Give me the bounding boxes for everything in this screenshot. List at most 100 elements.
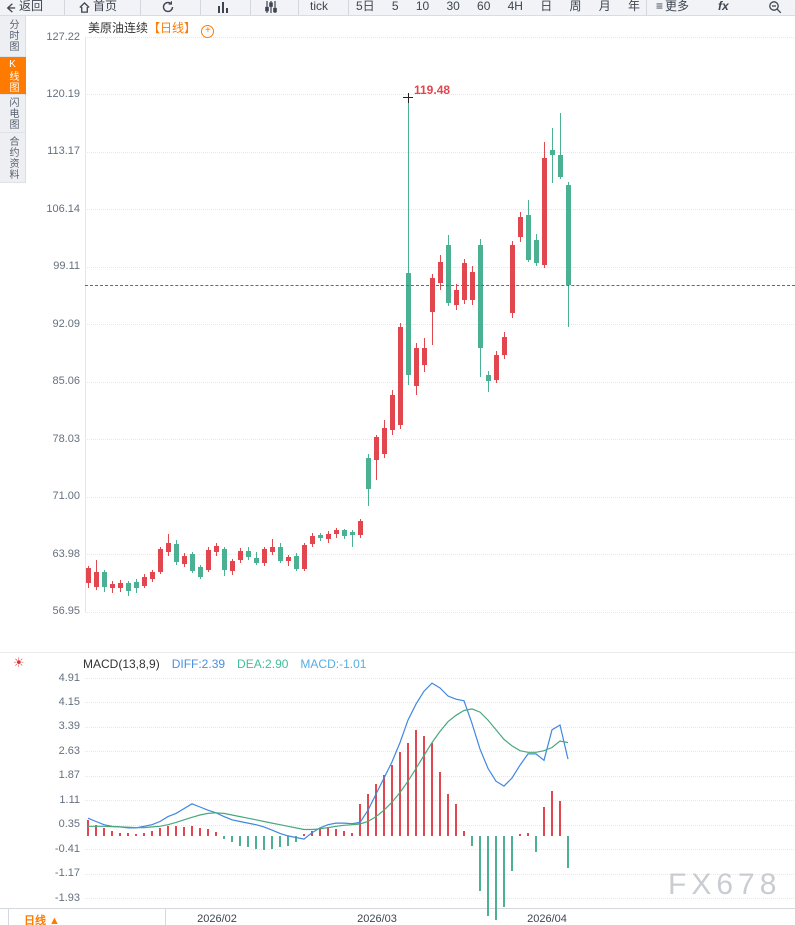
candle-body <box>453 289 459 305</box>
price-axis-label: 113.17 <box>47 145 80 158</box>
period-button-60[interactable]: 60 <box>477 0 491 13</box>
candle-body <box>405 272 411 375</box>
candle-body <box>373 437 379 460</box>
candle-body <box>509 244 515 313</box>
sidebar-item-label: K线图 <box>7 58 18 93</box>
sidebar-item-time-chart[interactable]: 分时图 <box>0 15 26 57</box>
candle-wick <box>559 113 561 180</box>
highest-price-annotation: 119.48 <box>414 83 451 98</box>
candle-body <box>285 557 291 562</box>
high-cross-marker <box>407 92 409 103</box>
candle-body <box>221 549 227 571</box>
macd-histogram-bar <box>103 827 105 836</box>
period-button-5日[interactable]: 5日 <box>356 0 375 13</box>
macd-histogram-bar <box>263 835 265 851</box>
candle-wick <box>415 343 417 395</box>
period-button-日[interactable]: 日 <box>540 0 553 13</box>
price-axis-label: 85.06 <box>52 375 80 388</box>
macd-gridline <box>85 775 795 777</box>
candle-wick <box>383 419 385 458</box>
candle-wick <box>551 127 553 183</box>
toolbar-divider <box>646 0 647 15</box>
price-gridline <box>85 611 795 613</box>
macd-histogram-bar <box>431 742 433 836</box>
tick-period-button[interactable]: tick <box>310 0 328 15</box>
candle-body <box>501 337 507 356</box>
back-label: 返回 <box>19 0 44 13</box>
candle-wick <box>455 284 457 311</box>
macd-histogram-bar <box>423 736 425 836</box>
candle-wick <box>343 528 345 539</box>
macd-histogram-bar <box>543 806 545 836</box>
period-button-30[interactable]: 30 <box>446 0 460 13</box>
candle-wick <box>119 580 121 592</box>
period-button-4H[interactable]: 4H <box>507 0 523 13</box>
candle-body <box>541 158 547 265</box>
macd-histogram-bar <box>399 752 401 836</box>
refresh-button[interactable] <box>161 0 175 15</box>
price-axis-label: 92.09 <box>52 317 80 330</box>
price-gridline <box>85 266 795 268</box>
candle-body <box>437 262 443 283</box>
period-button-group: 5日 5 10 30 60 4H 日 周 月 年 <box>356 0 640 15</box>
macd-histogram-bar <box>295 835 297 843</box>
macd-axis-label: -1.17 <box>54 867 80 880</box>
period-button-周[interactable]: 周 <box>569 0 582 13</box>
period-button-月[interactable]: 月 <box>598 0 611 13</box>
candle-wick <box>143 574 145 589</box>
home-button[interactable]: 首页 <box>78 0 117 15</box>
candle-body <box>229 561 235 572</box>
macd-axis-label: 0.35 <box>58 818 80 831</box>
macd-axis-label: 1.87 <box>58 769 80 782</box>
bottom-bar-divider <box>165 909 166 925</box>
candle-body <box>93 572 99 587</box>
home-label: 首页 <box>93 0 118 13</box>
interval-selector[interactable]: 日线 ▲ <box>24 915 60 925</box>
tick-label: tick <box>310 0 328 13</box>
interval-tag: 【日线】 <box>148 21 197 35</box>
macd-histogram-bar <box>335 829 337 836</box>
macd-histogram-bar <box>95 824 97 836</box>
candle-wick <box>175 540 177 565</box>
toolbar-divider <box>250 0 251 15</box>
candle-wick <box>511 240 513 318</box>
candle-body <box>485 374 491 382</box>
sliders-icon <box>264 0 278 15</box>
indicator-settings-button[interactable] <box>264 0 278 15</box>
candle-body <box>309 536 315 545</box>
candle-wick <box>447 235 449 307</box>
back-arrow-icon <box>4 1 17 15</box>
indicator-settings-sun-icon[interactable]: ☀ <box>13 655 25 670</box>
macd-histogram-bar <box>279 835 281 848</box>
sidebar-item-kline-chart[interactable]: K线图 <box>0 57 26 95</box>
more-button[interactable]: ≡ 更多 <box>656 0 689 15</box>
macd-histogram-bar <box>359 803 361 836</box>
back-button[interactable]: 返回 <box>4 0 43 15</box>
period-button-5[interactable]: 5 <box>391 0 399 13</box>
candle-wick <box>295 553 297 572</box>
sidebar-item-lightning-chart[interactable]: 闪电图 <box>0 95 26 133</box>
candle-wick <box>487 370 489 393</box>
macd-gridline <box>85 726 795 728</box>
candle-wick <box>191 551 193 573</box>
fx-formula-button[interactable]: fx <box>718 0 729 15</box>
macd-axis-label: 2.63 <box>58 744 80 757</box>
instrument-name: 美原油连续 <box>88 21 149 35</box>
macd-diff-value: DIFF:2.39 <box>171 657 226 671</box>
macd-gridline <box>85 702 795 704</box>
period-button-10[interactable]: 10 <box>415 0 430 13</box>
macd-histogram-bar <box>87 819 89 836</box>
candle-wick <box>263 546 265 567</box>
sidebar-item-contract-info[interactable]: 合约资料 <box>0 133 26 183</box>
zoom-out-button[interactable] <box>768 0 782 15</box>
chart-type-button[interactable] <box>216 0 230 15</box>
sidebar-item-label: 闪电图 <box>7 97 18 130</box>
price-axis-label: 127.22 <box>46 30 80 43</box>
macd-histogram-bar <box>319 829 321 836</box>
period-button-年[interactable]: 年 <box>627 0 640 13</box>
candle-wick <box>87 566 89 588</box>
candle-wick <box>279 543 281 564</box>
macd-histogram-bar <box>351 832 353 836</box>
add-compare-icon[interactable]: + <box>201 25 215 38</box>
candle-wick <box>199 564 201 580</box>
